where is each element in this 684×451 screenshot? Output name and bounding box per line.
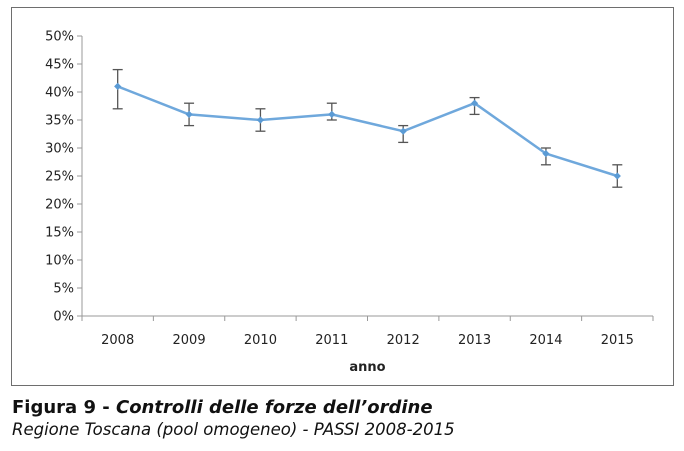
x-tick-label: 2015 <box>601 333 634 348</box>
figure-title: Controlli delle forze dell’ordine <box>115 397 433 418</box>
y-tick-label: 50% <box>45 30 74 45</box>
y-axis-ticks: 0% 5% 10% 15% 20% 25% 30% 35% 40% 45% 50% <box>45 30 82 325</box>
figure-label: Figura 9 - <box>12 397 116 418</box>
data-point <box>256 116 265 124</box>
y-tick-label: 40% <box>45 86 74 101</box>
x-tick-label: 2012 <box>387 333 420 348</box>
y-tick-label: 35% <box>45 114 74 129</box>
chart-frame: 0% 5% 10% 15% 20% 25% 30% 35% 40% 45% 50% 2008 2009… <box>11 7 674 386</box>
y-tick-label: 10% <box>45 254 74 269</box>
data-point <box>399 127 407 135</box>
y-tick-label: 0% <box>53 310 74 325</box>
data-point <box>470 99 479 107</box>
line-chart: 0% 5% 10% 15% 20% 25% 30% 35% 40% 45% 50% 2008 2009… <box>45 30 654 375</box>
figure-caption: Figura 9 - Controlli delle forze dell’or… <box>12 397 672 441</box>
data-point <box>328 110 336 118</box>
axes <box>81 36 653 317</box>
y-tick-label: 45% <box>45 58 74 73</box>
x-tick-label: 2011 <box>315 333 348 348</box>
caption-subtitle: Regione Toscana (pool omogeneo) - PASSI … <box>12 420 455 439</box>
caption-title: Figura 9 - Controlli delle forze dell’or… <box>12 397 672 419</box>
y-tick-label: 25% <box>45 170 74 185</box>
x-tick-label: 2009 <box>173 333 206 348</box>
data-point <box>185 110 193 118</box>
data-point <box>114 82 122 90</box>
series-polyline <box>117 85 618 178</box>
y-tick-label: 15% <box>45 226 74 241</box>
data-point <box>542 150 550 158</box>
data-points <box>114 82 621 180</box>
data-point <box>613 172 621 180</box>
x-tick-label: 2008 <box>101 333 134 348</box>
x-tick-label: 2014 <box>529 333 562 348</box>
series-line <box>117 85 618 178</box>
error-bars <box>112 68 623 188</box>
x-axis-ticks: 2008 2009 2010 2011 2012 2013 2014 2015 <box>81 316 654 348</box>
y-tick-label: 5% <box>53 282 74 297</box>
y-tick-label: 30% <box>45 142 74 157</box>
x-tick-label: 2010 <box>244 333 277 348</box>
x-axis-title: anno <box>349 360 385 375</box>
x-tick-label: 2013 <box>458 333 491 348</box>
y-tick-label: 20% <box>45 198 74 213</box>
